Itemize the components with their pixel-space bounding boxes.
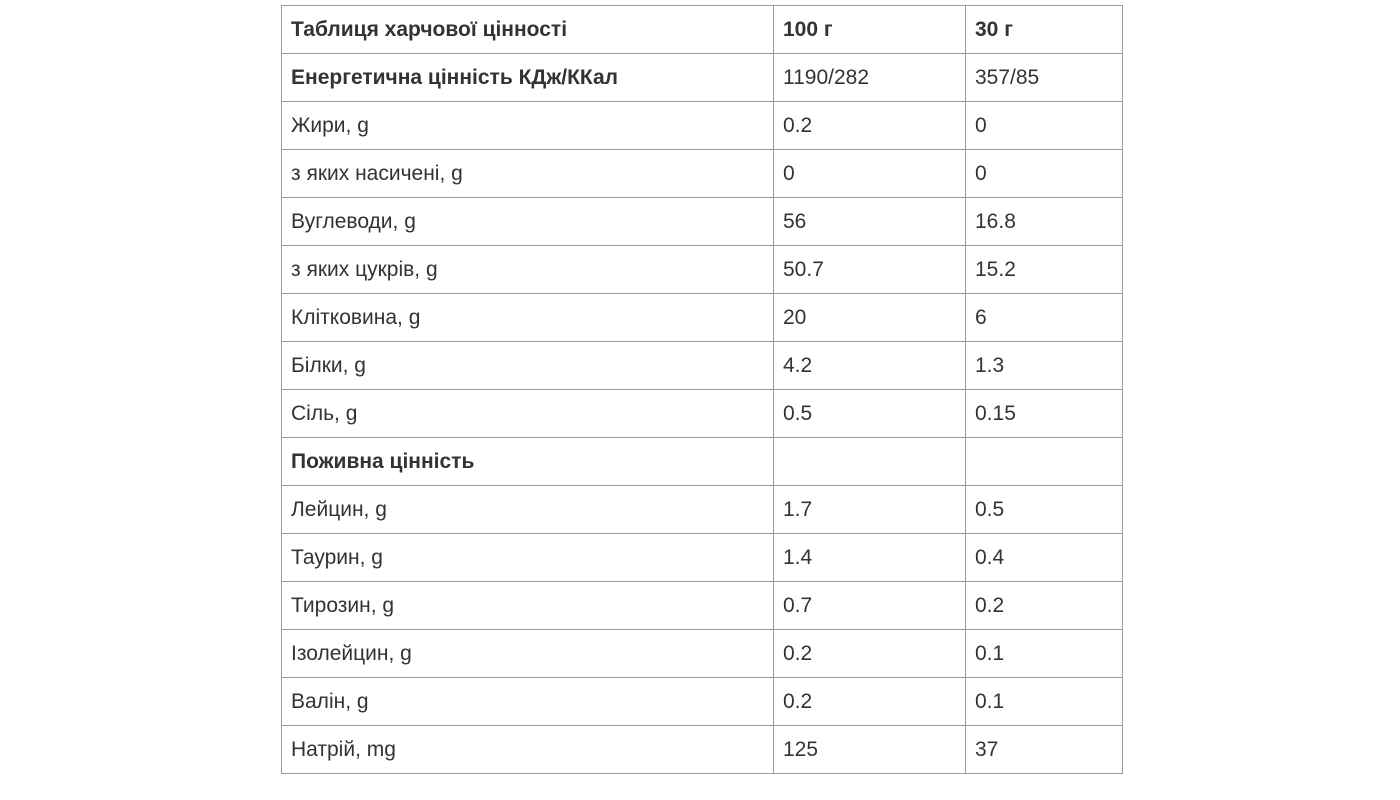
row-value-100g: 1.4: [773, 533, 966, 582]
table-row: Натрій, mg 125 37: [281, 725, 1123, 774]
row-label: Валін, g: [281, 677, 774, 726]
row-value-100g: 125: [773, 725, 966, 774]
row-value-30g: 0.15: [965, 389, 1123, 438]
row-value-100g: 0.2: [773, 101, 966, 150]
table-row: Енергетична цінність КДж/ККал 1190/282 357…: [281, 53, 1123, 102]
table-row: Сіль, g 0.5 0.15: [281, 389, 1123, 438]
row-value-30g: 16.8: [965, 197, 1123, 246]
row-value-30g: [965, 437, 1123, 486]
table-header-row: Таблиця харчової цінності 100 г 30 г: [281, 5, 1123, 54]
table-row: Таурин, g 1.4 0.4: [281, 533, 1123, 582]
row-label: Лейцин, g: [281, 485, 774, 534]
row-label: з яких насичені, g: [281, 149, 774, 198]
row-value-30g: 0.2: [965, 581, 1123, 630]
table-row: Ізолейцин, g 0.2 0.1: [281, 629, 1123, 678]
header-col-100g: 100 г: [773, 5, 966, 54]
row-value-100g: 1190/282: [773, 53, 966, 102]
row-label: Вуглеводи, g: [281, 197, 774, 246]
row-value-30g: 0.5: [965, 485, 1123, 534]
row-label: Сіль, g: [281, 389, 774, 438]
row-value-100g: 1.7: [773, 485, 966, 534]
row-value-100g: 0.5: [773, 389, 966, 438]
row-label: Клітковина, g: [281, 293, 774, 342]
row-label: Тирозин, g: [281, 581, 774, 630]
row-label: Натрій, mg: [281, 725, 774, 774]
row-value-100g: 0.2: [773, 629, 966, 678]
table-row: Вуглеводи, g 56 16.8: [281, 197, 1123, 246]
row-label: Жири, g: [281, 101, 774, 150]
row-value-100g: [773, 437, 966, 486]
row-value-30g: 0.4: [965, 533, 1123, 582]
row-value-100g: 0.2: [773, 677, 966, 726]
row-label: Ізолейцин, g: [281, 629, 774, 678]
row-label: з яких цукрів, g: [281, 245, 774, 294]
row-value-30g: 15.2: [965, 245, 1123, 294]
table-row: Жири, g 0.2 0: [281, 101, 1123, 150]
row-label: Поживна цінність: [281, 437, 774, 486]
row-value-30g: 37: [965, 725, 1123, 774]
row-label: Енергетична цінність КДж/ККал: [281, 53, 774, 102]
table-row: Валін, g 0.2 0.1: [281, 677, 1123, 726]
row-value-100g: 50.7: [773, 245, 966, 294]
nutrition-table: Таблиця харчової цінності 100 г 30 г Ене…: [281, 5, 1123, 774]
row-value-30g: 0: [965, 101, 1123, 150]
nutrition-table-body: Таблиця харчової цінності 100 г 30 г Ене…: [281, 5, 1123, 774]
row-value-100g: 56: [773, 197, 966, 246]
row-value-30g: 6: [965, 293, 1123, 342]
table-row: Клітковина, g 20 6: [281, 293, 1123, 342]
row-value-30g: 0.1: [965, 629, 1123, 678]
table-row: Тирозин, g 0.7 0.2: [281, 581, 1123, 630]
row-label: Білки, g: [281, 341, 774, 390]
row-value-30g: 357/85: [965, 53, 1123, 102]
row-label: Таурин, g: [281, 533, 774, 582]
table-row: Поживна цінність: [281, 437, 1123, 486]
row-value-30g: 0.1: [965, 677, 1123, 726]
row-value-100g: 0.7: [773, 581, 966, 630]
table-row: Лейцин, g 1.7 0.5: [281, 485, 1123, 534]
header-col-30g: 30 г: [965, 5, 1123, 54]
row-value-30g: 1.3: [965, 341, 1123, 390]
table-row: з яких цукрів, g 50.7 15.2: [281, 245, 1123, 294]
header-title: Таблиця харчової цінності: [281, 5, 774, 54]
row-value-100g: 0: [773, 149, 966, 198]
row-value-30g: 0: [965, 149, 1123, 198]
row-value-100g: 4.2: [773, 341, 966, 390]
row-value-100g: 20: [773, 293, 966, 342]
table-row: Білки, g 4.2 1.3: [281, 341, 1123, 390]
